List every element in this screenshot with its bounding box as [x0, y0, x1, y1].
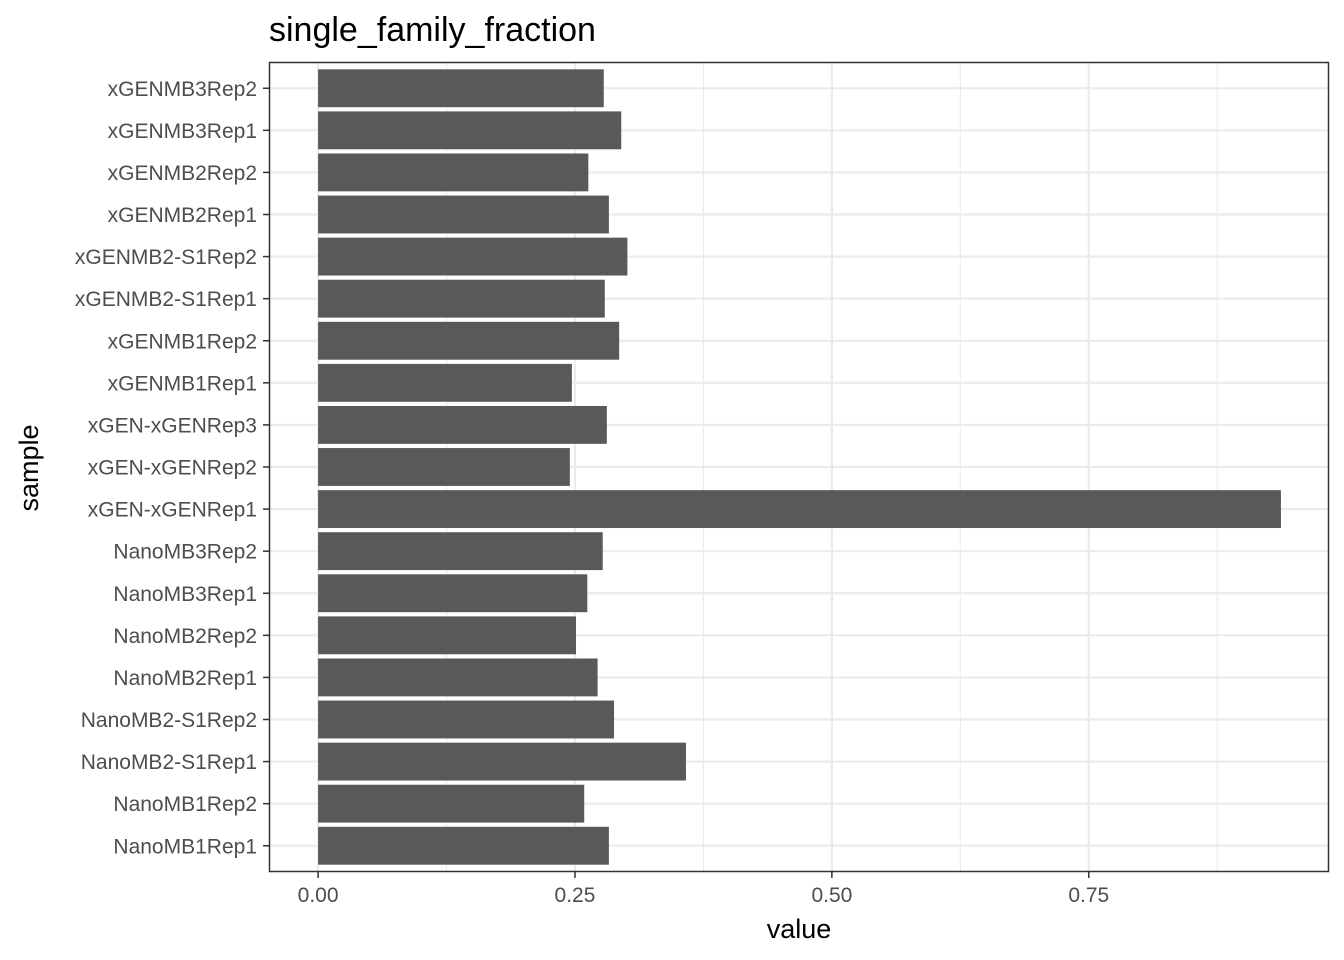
- x-axis-title: value: [767, 914, 832, 944]
- bar-xGENMB2Rep2: [318, 153, 589, 192]
- y-tick-label: NanoMB2-S1Rep1: [81, 751, 257, 774]
- bar-xGEN-xGENRep3: [318, 405, 607, 444]
- bar-NanoMB1Rep2: [318, 784, 585, 823]
- y-tick-label: xGEN-xGENRep3: [88, 414, 257, 437]
- y-axis-title: sample: [14, 424, 44, 511]
- bar-xGENMB1Rep2: [318, 321, 620, 360]
- y-axis: NanoMB1Rep1 NanoMB1Rep2 NanoMB2-S1Rep1 Nano…: [75, 78, 270, 858]
- bar-NanoMB2Rep1: [318, 658, 598, 697]
- y-tick-label: NanoMB2-S1Rep2: [81, 709, 257, 732]
- y-tick-label: xGENMB3Rep1: [108, 120, 257, 143]
- bar-NanoMB1Rep1: [318, 826, 609, 865]
- y-tick-label: NanoMB2Rep1: [113, 667, 257, 690]
- bar-NanoMB2-S1Rep1: [318, 742, 686, 781]
- y-tick-label: xGENMB1Rep1: [108, 372, 257, 395]
- y-tick-label: xGENMB2Rep2: [108, 162, 257, 185]
- bar-NanoMB2-S1Rep2: [318, 700, 615, 739]
- bar-xGEN-xGENRep1: [318, 490, 1281, 529]
- y-tick-label: NanoMB1Rep1: [113, 835, 257, 858]
- x-tick-label: 0.25: [555, 884, 596, 907]
- bar-NanoMB3Rep2: [318, 532, 603, 571]
- x-tick-label: 0.50: [811, 884, 852, 907]
- x-tick-label: 0.75: [1068, 884, 1109, 907]
- y-tick-label: NanoMB3Rep2: [113, 541, 257, 564]
- bar-xGENMB2Rep1: [318, 195, 609, 234]
- y-tick-label: xGENMB3Rep2: [108, 78, 257, 101]
- bar-xGENMB2-S1Rep1: [318, 279, 605, 318]
- y-tick-label: xGEN-xGENRep2: [88, 457, 257, 480]
- bar-xGENMB1Rep1: [318, 363, 572, 402]
- bar-xGEN-xGENRep2: [318, 448, 570, 486]
- y-tick-label: NanoMB2Rep2: [113, 625, 257, 648]
- y-tick-label: xGENMB1Rep2: [108, 330, 257, 353]
- y-tick-label: NanoMB1Rep2: [113, 793, 257, 816]
- bar-NanoMB2Rep2: [318, 616, 577, 655]
- chart-title: single_family_fraction: [269, 11, 596, 49]
- y-tick-label: xGENMB2-S1Rep1: [75, 288, 257, 311]
- y-tick-label: xGENMB2-S1Rep2: [75, 246, 257, 269]
- bar-xGENMB3Rep1: [318, 111, 622, 150]
- bar-xGENMB2-S1Rep2: [318, 237, 628, 276]
- y-tick-label: xGEN-xGENRep1: [88, 499, 257, 522]
- y-tick-label: xGENMB2Rep1: [108, 204, 257, 227]
- x-axis: 0.00 0.25 0.50 0.75: [298, 871, 1109, 907]
- x-tick-label: 0.00: [298, 884, 339, 907]
- bar-NanoMB3Rep1: [318, 574, 588, 613]
- bars: [318, 69, 1281, 865]
- y-tick-label: NanoMB3Rep1: [113, 583, 257, 606]
- bar-xGENMB3Rep2: [318, 69, 604, 108]
